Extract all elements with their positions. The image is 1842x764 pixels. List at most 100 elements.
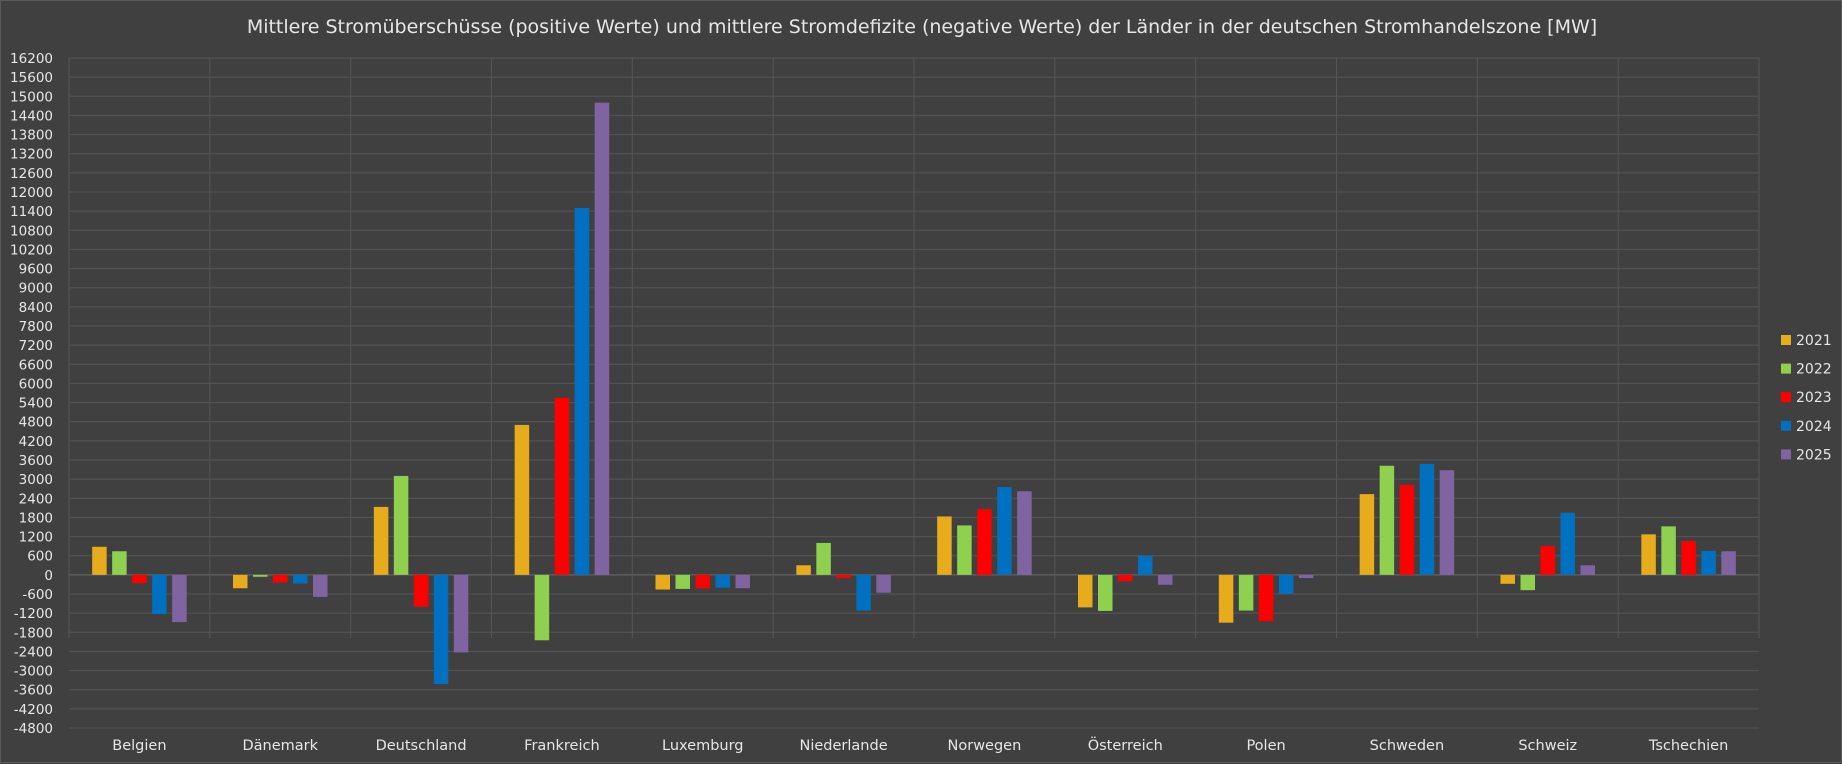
bar-2024-Luxemburg xyxy=(715,574,730,588)
bar-2023-Deutschland xyxy=(413,574,429,607)
category-label: Niederlande xyxy=(800,738,888,754)
y-tick-label: 600 xyxy=(27,549,53,565)
bar-2024-Frankreich xyxy=(574,207,590,575)
bar-2024-Österreich xyxy=(1138,555,1153,575)
bar-2023-Luxemburg xyxy=(695,574,710,589)
bar-2023-Schweiz xyxy=(1540,546,1555,575)
bar-2021-Schweden xyxy=(1359,494,1375,575)
y-tick-label: 16200 xyxy=(10,51,53,67)
bar-2024-Schweiz xyxy=(1560,512,1575,575)
bar-2025-Frankreich xyxy=(594,102,610,575)
legend-swatch-2023 xyxy=(1781,392,1791,403)
y-tick-label: 14400 xyxy=(10,108,53,124)
y-tick-label: 1800 xyxy=(19,510,53,526)
bar-2025-Deutschland xyxy=(453,574,469,653)
bar-2023-Österreich xyxy=(1118,574,1133,582)
bar-2024-Tschechien xyxy=(1701,550,1716,575)
bar-2024-Niederlande xyxy=(856,574,871,611)
legend-label-2023: 2023 xyxy=(1796,390,1832,406)
bar-2022-Deutschland xyxy=(393,475,409,575)
legend-label-2021: 2021 xyxy=(1796,333,1832,349)
category-label: Polen xyxy=(1246,738,1285,754)
y-tick-label: 1200 xyxy=(19,530,53,546)
bar-2021-Norwegen xyxy=(937,516,952,575)
category-label: Norwegen xyxy=(948,738,1022,754)
y-tick-label: 8400 xyxy=(19,300,53,316)
category-label: Frankreich xyxy=(524,738,599,754)
bar-2024-Dänemark xyxy=(293,574,308,584)
bar-2022-Norwegen xyxy=(957,525,972,575)
category-label: Dänemark xyxy=(242,738,318,754)
bar-2024-Schweden xyxy=(1419,463,1435,575)
bar-2022-Tschechien xyxy=(1661,526,1676,575)
y-tick-label: 3000 xyxy=(19,472,53,488)
y-tick-label: -1200 xyxy=(14,606,53,622)
bar-2021-Tschechien xyxy=(1641,534,1656,575)
bar-2024-Deutschland xyxy=(433,574,449,684)
legend-swatch-2025 xyxy=(1781,449,1791,460)
y-tick-label: 12000 xyxy=(10,185,53,201)
y-tick-label: -3000 xyxy=(14,664,53,680)
bar-2021-Polen xyxy=(1218,574,1234,623)
y-tick-label: 2400 xyxy=(19,491,53,507)
y-tick-label: -600 xyxy=(22,587,53,603)
bar-2024-Norwegen xyxy=(997,487,1012,575)
category-label: Deutschland xyxy=(376,738,467,754)
y-tick-label: 7200 xyxy=(19,338,53,354)
bar-2025-Niederlande xyxy=(876,574,891,593)
category-label: Österreich xyxy=(1088,736,1163,754)
bar-2022-Luxemburg xyxy=(675,574,690,589)
category-label: Schweden xyxy=(1370,738,1444,754)
bar-2022-Dänemark xyxy=(253,574,268,577)
bar-2025-Norwegen xyxy=(1017,491,1032,575)
bar-2025-Polen xyxy=(1298,574,1314,579)
y-tick-label: 15600 xyxy=(10,70,53,86)
legend-swatch-2022 xyxy=(1781,363,1791,374)
y-tick-label: 15000 xyxy=(10,89,53,105)
gridlines xyxy=(68,57,1760,729)
bar-2022-Österreich xyxy=(1098,574,1113,611)
legend-label-2022: 2022 xyxy=(1796,362,1832,378)
legend-swatch-2021 xyxy=(1781,335,1791,345)
legend-label-2024: 2024 xyxy=(1796,419,1832,435)
bar-2025-Schweden xyxy=(1439,470,1455,575)
bar-2023-Frankreich xyxy=(554,397,570,575)
category-labels: Belgien Dänemark Deutschland Frankreich Luxe… xyxy=(112,736,1728,754)
y-tick-label: 13800 xyxy=(10,128,53,144)
y-tick-label: 7800 xyxy=(19,319,53,335)
bar-2022-Polen xyxy=(1238,574,1254,611)
legend: 2021 2022 2023 2024 2025 xyxy=(1781,333,1832,463)
y-tick-label: 13200 xyxy=(10,147,53,163)
bar-2023-Dänemark xyxy=(273,574,288,583)
bar-2021-Belgien xyxy=(92,546,107,575)
y-tick-label: 6600 xyxy=(19,357,53,373)
bar-2022-Frankreich xyxy=(534,574,550,641)
y-tick-label: 11400 xyxy=(10,204,53,220)
y-tick-label: 9600 xyxy=(19,262,53,278)
y-tick-label: 12600 xyxy=(10,166,53,182)
y-tick-label: 10200 xyxy=(10,242,53,258)
y-tick-label: -2400 xyxy=(14,644,53,660)
y-tick-label: -4800 xyxy=(14,721,53,737)
bar-2024-Belgien xyxy=(152,574,167,615)
y-tick-label: -4200 xyxy=(14,702,53,718)
category-label: Schweiz xyxy=(1518,738,1577,754)
y-tick-label: 4200 xyxy=(19,434,53,450)
bar-2023-Belgien xyxy=(132,574,147,584)
legend-swatch-2024 xyxy=(1781,420,1791,431)
y-tick-label: -1800 xyxy=(14,625,53,641)
bar-2023-Tschechien xyxy=(1681,541,1696,575)
bars xyxy=(92,102,1736,684)
bar-2021-Schweiz xyxy=(1500,574,1515,584)
category-label: Luxemburg xyxy=(662,738,744,754)
bar-2024-Polen xyxy=(1278,574,1294,594)
y-tick-label: 3600 xyxy=(19,453,53,469)
legend-label-2025: 2025 xyxy=(1796,447,1832,463)
bar-2025-Schweiz xyxy=(1580,565,1595,575)
bar-2021-Frankreich xyxy=(514,424,530,575)
bar-2022-Niederlande xyxy=(816,542,831,575)
category-label: Tschechien xyxy=(1648,738,1728,754)
bar-2021-Dänemark xyxy=(233,574,248,589)
